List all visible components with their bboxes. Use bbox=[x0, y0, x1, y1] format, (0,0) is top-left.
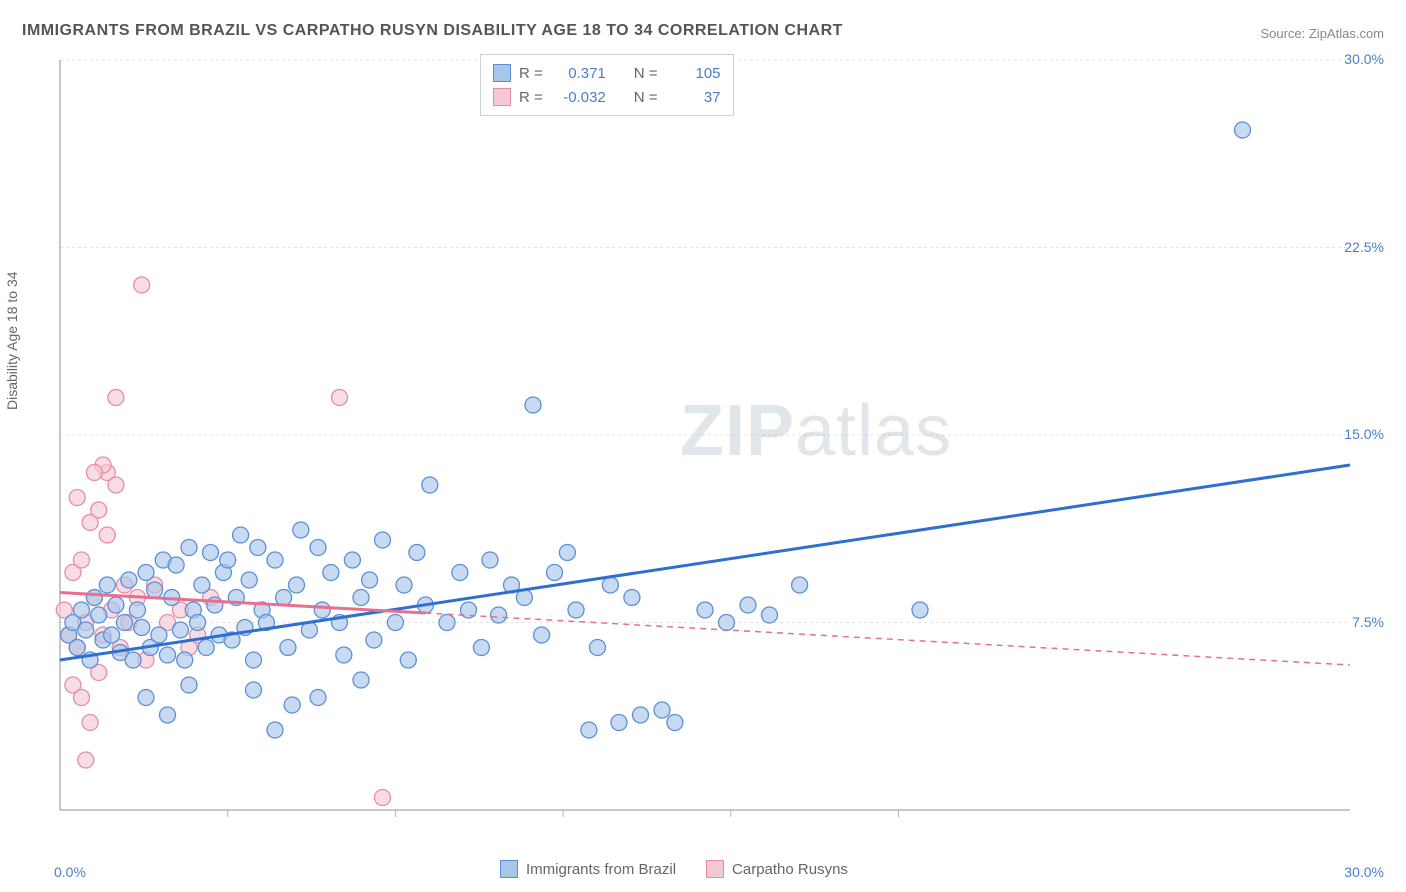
y-axis-label: Disability Age 18 to 34 bbox=[4, 271, 20, 410]
r-value-b: -0.032 bbox=[551, 89, 606, 106]
n-label: N = bbox=[634, 65, 658, 82]
x-tick-max: 30.0% bbox=[1344, 864, 1384, 880]
legend-item-b: Carpatho Rusyns bbox=[706, 860, 848, 878]
watermark: ZIPatlas bbox=[680, 390, 952, 472]
y-tick-label: 30.0% bbox=[1344, 51, 1384, 67]
y-tick-label: 22.5% bbox=[1344, 239, 1384, 255]
r-label: R = bbox=[519, 65, 543, 82]
y-tick-label: 7.5% bbox=[1352, 614, 1384, 630]
n-label: N = bbox=[634, 89, 658, 106]
x-tick-min: 0.0% bbox=[54, 864, 86, 880]
swatch-series-b bbox=[706, 860, 724, 878]
correlation-stats-box: R = 0.371 N = 105 R = -0.032 N = 37 bbox=[480, 54, 734, 116]
chart-title: IMMIGRANTS FROM BRAZIL VS CARPATHO RUSYN… bbox=[22, 22, 843, 40]
legend-item-a: Immigrants from Brazil bbox=[500, 860, 676, 878]
r-value-a: 0.371 bbox=[551, 65, 606, 82]
r-label: R = bbox=[519, 89, 543, 106]
bottom-legend: Immigrants from Brazil Carpatho Rusyns bbox=[500, 860, 848, 878]
source-attribution: Source: ZipAtlas.com bbox=[1260, 26, 1384, 41]
swatch-series-a bbox=[500, 860, 518, 878]
swatch-series-b bbox=[493, 88, 511, 106]
swatch-series-a bbox=[493, 64, 511, 82]
stats-row-series-b: R = -0.032 N = 37 bbox=[493, 85, 721, 109]
n-value-b: 37 bbox=[666, 89, 721, 106]
legend-label-a: Immigrants from Brazil bbox=[526, 861, 676, 878]
legend-label-b: Carpatho Rusyns bbox=[732, 861, 848, 878]
stats-row-series-a: R = 0.371 N = 105 bbox=[493, 61, 721, 85]
y-tick-label: 15.0% bbox=[1344, 426, 1384, 442]
n-value-a: 105 bbox=[666, 65, 721, 82]
